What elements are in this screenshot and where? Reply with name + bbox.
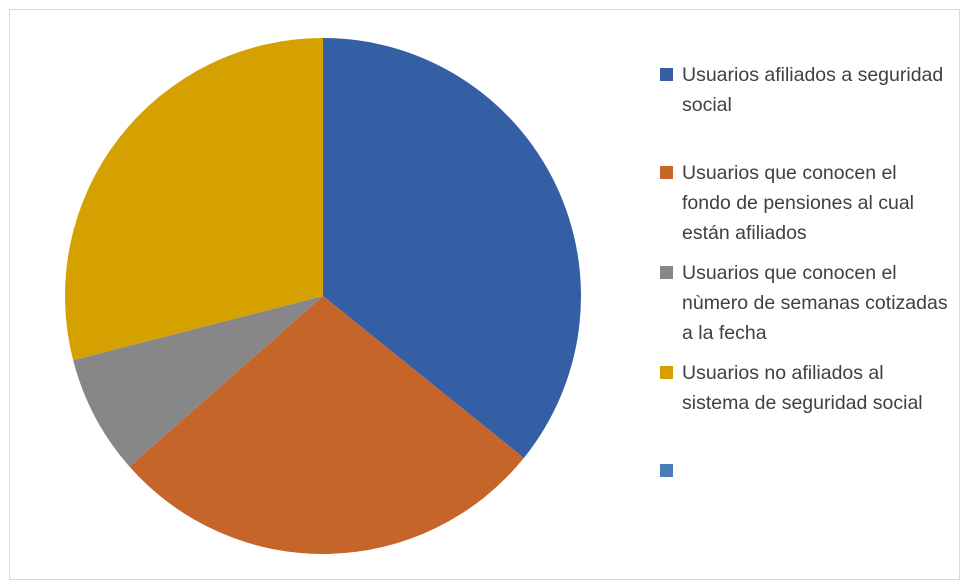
legend-entry: Usuarios que conocen el nùmero de semana… [660,258,950,348]
legend-swatch [660,464,673,477]
legend-label: Usuarios afiliados a seguridad social [682,64,944,116]
legend-label: Usuarios que conocen el fondo de pension… [682,162,915,244]
legend-label: Usuarios que conocen el nùmero de semana… [682,262,948,344]
legend-label: Usuarios no afiliados al sistema de segu… [682,362,923,414]
pie-slice [64,38,323,361]
legend-entry: Usuarios no afiliados al sistema de segu… [660,358,950,418]
pie-slice [323,38,581,458]
pie-slice [129,296,524,554]
legend-swatch [660,166,673,179]
legend-swatch [660,68,673,81]
legend-entry: Usuarios que conocen el fondo de pension… [660,158,950,248]
legend-swatch [660,366,673,379]
pie-slice [73,296,323,467]
legend-entry: Usuarios afiliados a seguridad social [660,60,950,120]
legend-swatch [660,266,673,279]
